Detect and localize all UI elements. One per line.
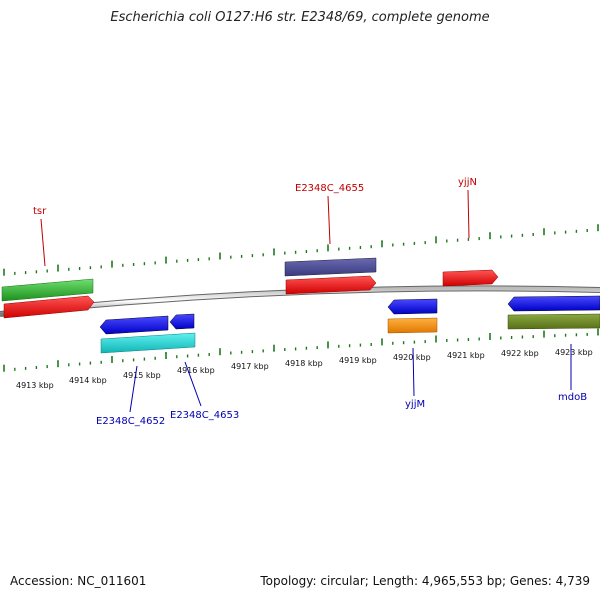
scale-label: 4913 kbp [16, 381, 54, 390]
gene-label-e4655[interactable]: E2348C_4655 [295, 183, 364, 194]
gene-mdoB-blue[interactable] [507, 295, 600, 312]
gene-yjjN-red[interactable] [442, 269, 499, 287]
leader-e4653 [184, 361, 202, 407]
scale-label: 4923 kbp [555, 348, 593, 357]
gene-yjjM-blue[interactable] [387, 298, 438, 315]
leader-e4652 [129, 365, 138, 413]
leader-tsr [40, 218, 46, 267]
scale-labels: 4913 kbp 4914 kbp 4915 kbp 4916 kbp 4917… [16, 348, 593, 390]
leader-e4655 [327, 195, 331, 245]
gene-e4655-purple[interactable] [284, 257, 377, 277]
gene-e4652-cyan[interactable] [100, 332, 196, 354]
gene-label-e4653[interactable]: E2348C_4653 [170, 410, 239, 421]
reverse-genes [99, 295, 600, 354]
gene-e4655-red[interactable] [285, 275, 377, 295]
leader-yjjM [412, 347, 415, 397]
genome-title: Escherichia coli O127:H6 str. E2348/69, … [110, 10, 490, 25]
lower-tick-marks [3, 328, 599, 372]
scale-label: 4916 kbp [177, 366, 215, 375]
scale-label: 4917 kbp [231, 362, 269, 371]
scale-label: 4920 kbp [393, 353, 431, 362]
gene-tsr-red[interactable] [3, 295, 95, 319]
scale-label: 4919 kbp [339, 356, 377, 365]
scale-label: 4921 kbp [447, 351, 485, 360]
scale-label: 4922 kbp [501, 349, 539, 358]
gene-label-e4652[interactable]: E2348C_4652 [96, 416, 165, 427]
scale-label: 4918 kbp [285, 359, 323, 368]
scale-label: 4914 kbp [69, 376, 107, 385]
gene-yjjM-orange[interactable] [387, 317, 438, 334]
label-leaders [40, 189, 572, 413]
gene-e4653-blue[interactable] [169, 313, 195, 330]
gene-label-yjjN[interactable]: yjjN [458, 177, 477, 188]
gene-e4652-blue[interactable] [99, 315, 169, 335]
accession-text: Accession: NC_011601 [10, 574, 147, 588]
gene-tsr-green[interactable] [1, 278, 94, 302]
scale-label: 4915 kbp [123, 371, 161, 380]
gene-label-yjjM[interactable]: yjjM [405, 399, 425, 410]
gene-labels: tsr E2348C_4655 yjjN E2348C_4652 E2348C_… [33, 177, 587, 427]
gene-mdoB-olive[interactable] [507, 313, 600, 330]
upper-tick-marks [3, 224, 599, 276]
leader-yjjN [467, 189, 470, 239]
gene-label-mdoB[interactable]: mdoB [558, 392, 587, 403]
forward-genes [1, 257, 499, 319]
gene-label-tsr[interactable]: tsr [33, 206, 47, 217]
genome-summary-text: Topology: circular; Length: 4,965,553 bp… [260, 574, 590, 588]
